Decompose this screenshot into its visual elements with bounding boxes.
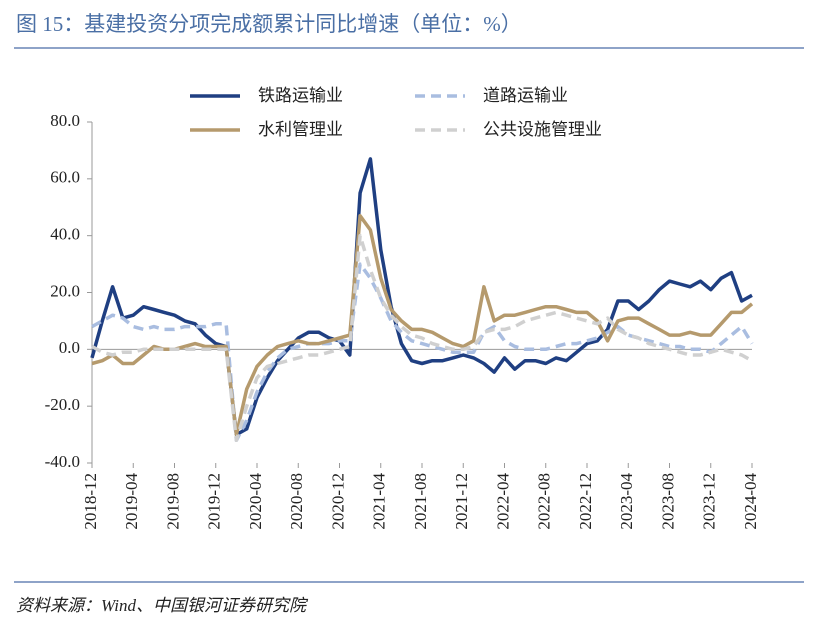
x-tick-label: 2023-12: [700, 473, 719, 530]
y-tick-label: -40.0: [45, 452, 80, 471]
legend-label: 道路运输业: [483, 86, 568, 106]
x-tick-label: 2021-08: [411, 473, 430, 530]
x-tick-label: 2023-08: [658, 473, 677, 530]
x-tick-label: 2019-04: [122, 473, 141, 530]
x-tick-label: 2022-08: [535, 473, 554, 530]
y-tick-label: 60.0: [50, 168, 80, 187]
x-tick-label: 2023-04: [617, 473, 636, 530]
series-line: [91, 233, 753, 443]
x-tick-label: 2022-04: [493, 473, 512, 530]
series-line: [91, 262, 754, 443]
source-note: 资料来源：Wind、中国银河证券研究院: [16, 596, 309, 615]
x-tick-label: 2019-08: [163, 473, 182, 530]
y-tick-label: -20.0: [45, 395, 80, 414]
series-line: [90, 157, 753, 437]
x-tick-label: 2018-12: [81, 473, 100, 530]
legend-label: 铁路运输业: [258, 86, 343, 106]
x-tick-label: 2020-12: [328, 473, 347, 530]
x-tick-label: 2019-12: [205, 473, 224, 530]
y-tick-label: 80.0: [50, 111, 80, 130]
legend-label: 公共设施管理业: [483, 120, 602, 140]
legend-label: 水利管理业: [258, 120, 343, 140]
x-tick-label: 2020-08: [287, 473, 306, 530]
series-line: [91, 214, 754, 437]
y-tick-label: 20.0: [50, 281, 80, 300]
x-tick-label: 2024-04: [741, 473, 760, 530]
x-tick-label: 2022-12: [576, 473, 595, 530]
x-tick-label: 2021-12: [452, 473, 471, 530]
x-tick-label: 2020-04: [246, 473, 265, 530]
chart-title: 图 15：基建投资分项完成额累计同比增速（单位：%）: [16, 12, 522, 36]
x-tick-label: 2021-04: [370, 473, 389, 530]
y-tick-label: 0.0: [59, 338, 80, 357]
y-tick-label: 40.0: [50, 225, 80, 244]
